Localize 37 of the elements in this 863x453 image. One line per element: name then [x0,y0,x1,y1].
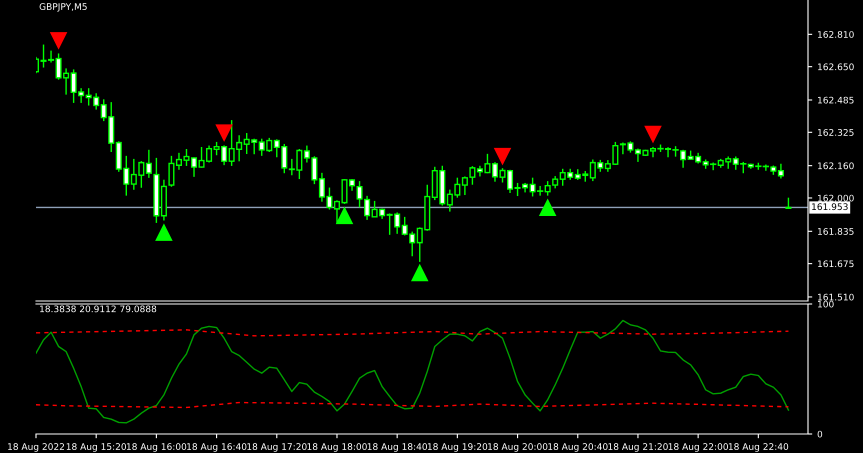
x-tick-label: 18 Aug 18:40 [368,443,428,452]
y-tick-label: 162.810 [818,31,854,38]
ref-line-label: 161.953 [812,203,848,210]
y-tick-label: 162.160 [818,162,854,170]
line-series [36,320,790,424]
y-tick-label: 162.000 [818,194,854,202]
point [411,264,428,282]
point [336,207,353,224]
y-tick-label: 161.510 [818,294,854,301]
point [644,126,662,142]
y-tick-label: 161.675 [818,260,854,268]
x-tick-label: 18 Aug 16:00 [126,443,186,452]
y-tick-label: 162.485 [818,96,854,104]
x-tick-label: 18 Aug 20:00 [488,443,548,452]
x-tick-label: 18 Aug 18:00 [308,443,367,452]
y-tick-label: 0 [818,430,822,438]
point [216,124,232,142]
x-tick-label: 18 Aug 15:20 [66,443,126,452]
candlestick [785,198,792,209]
x-tick-label: 18 Aug 17:20 [247,443,307,452]
x-tick-label: 18 Aug 21:20 [608,443,668,452]
y-tick-label: 162.325 [818,129,854,136]
point [50,32,67,49]
chart-title: GBPJPY,M5 [40,3,87,12]
x-tick-label: 18 Aug 19:20 [428,443,488,452]
y-tick-label: 100 [818,300,834,308]
x-tick-label: 18 Aug 22:00 [668,443,728,452]
chart-title: 18.3838 20.9112 79.0888 [40,305,156,312]
x-tick-label: 18 Aug 22:40 [728,443,788,452]
point [156,224,172,241]
x-tick-label: 18 Aug 16:40 [187,443,246,452]
point [539,199,556,216]
point [494,148,511,164]
x-tick-label: 18 Aug 2022 [8,443,64,452]
x-tick-label: 18 Aug 20:40 [548,443,608,452]
y-tick-label: 161.835 [818,228,854,235]
y-tick-label: 162.650 [818,63,854,70]
